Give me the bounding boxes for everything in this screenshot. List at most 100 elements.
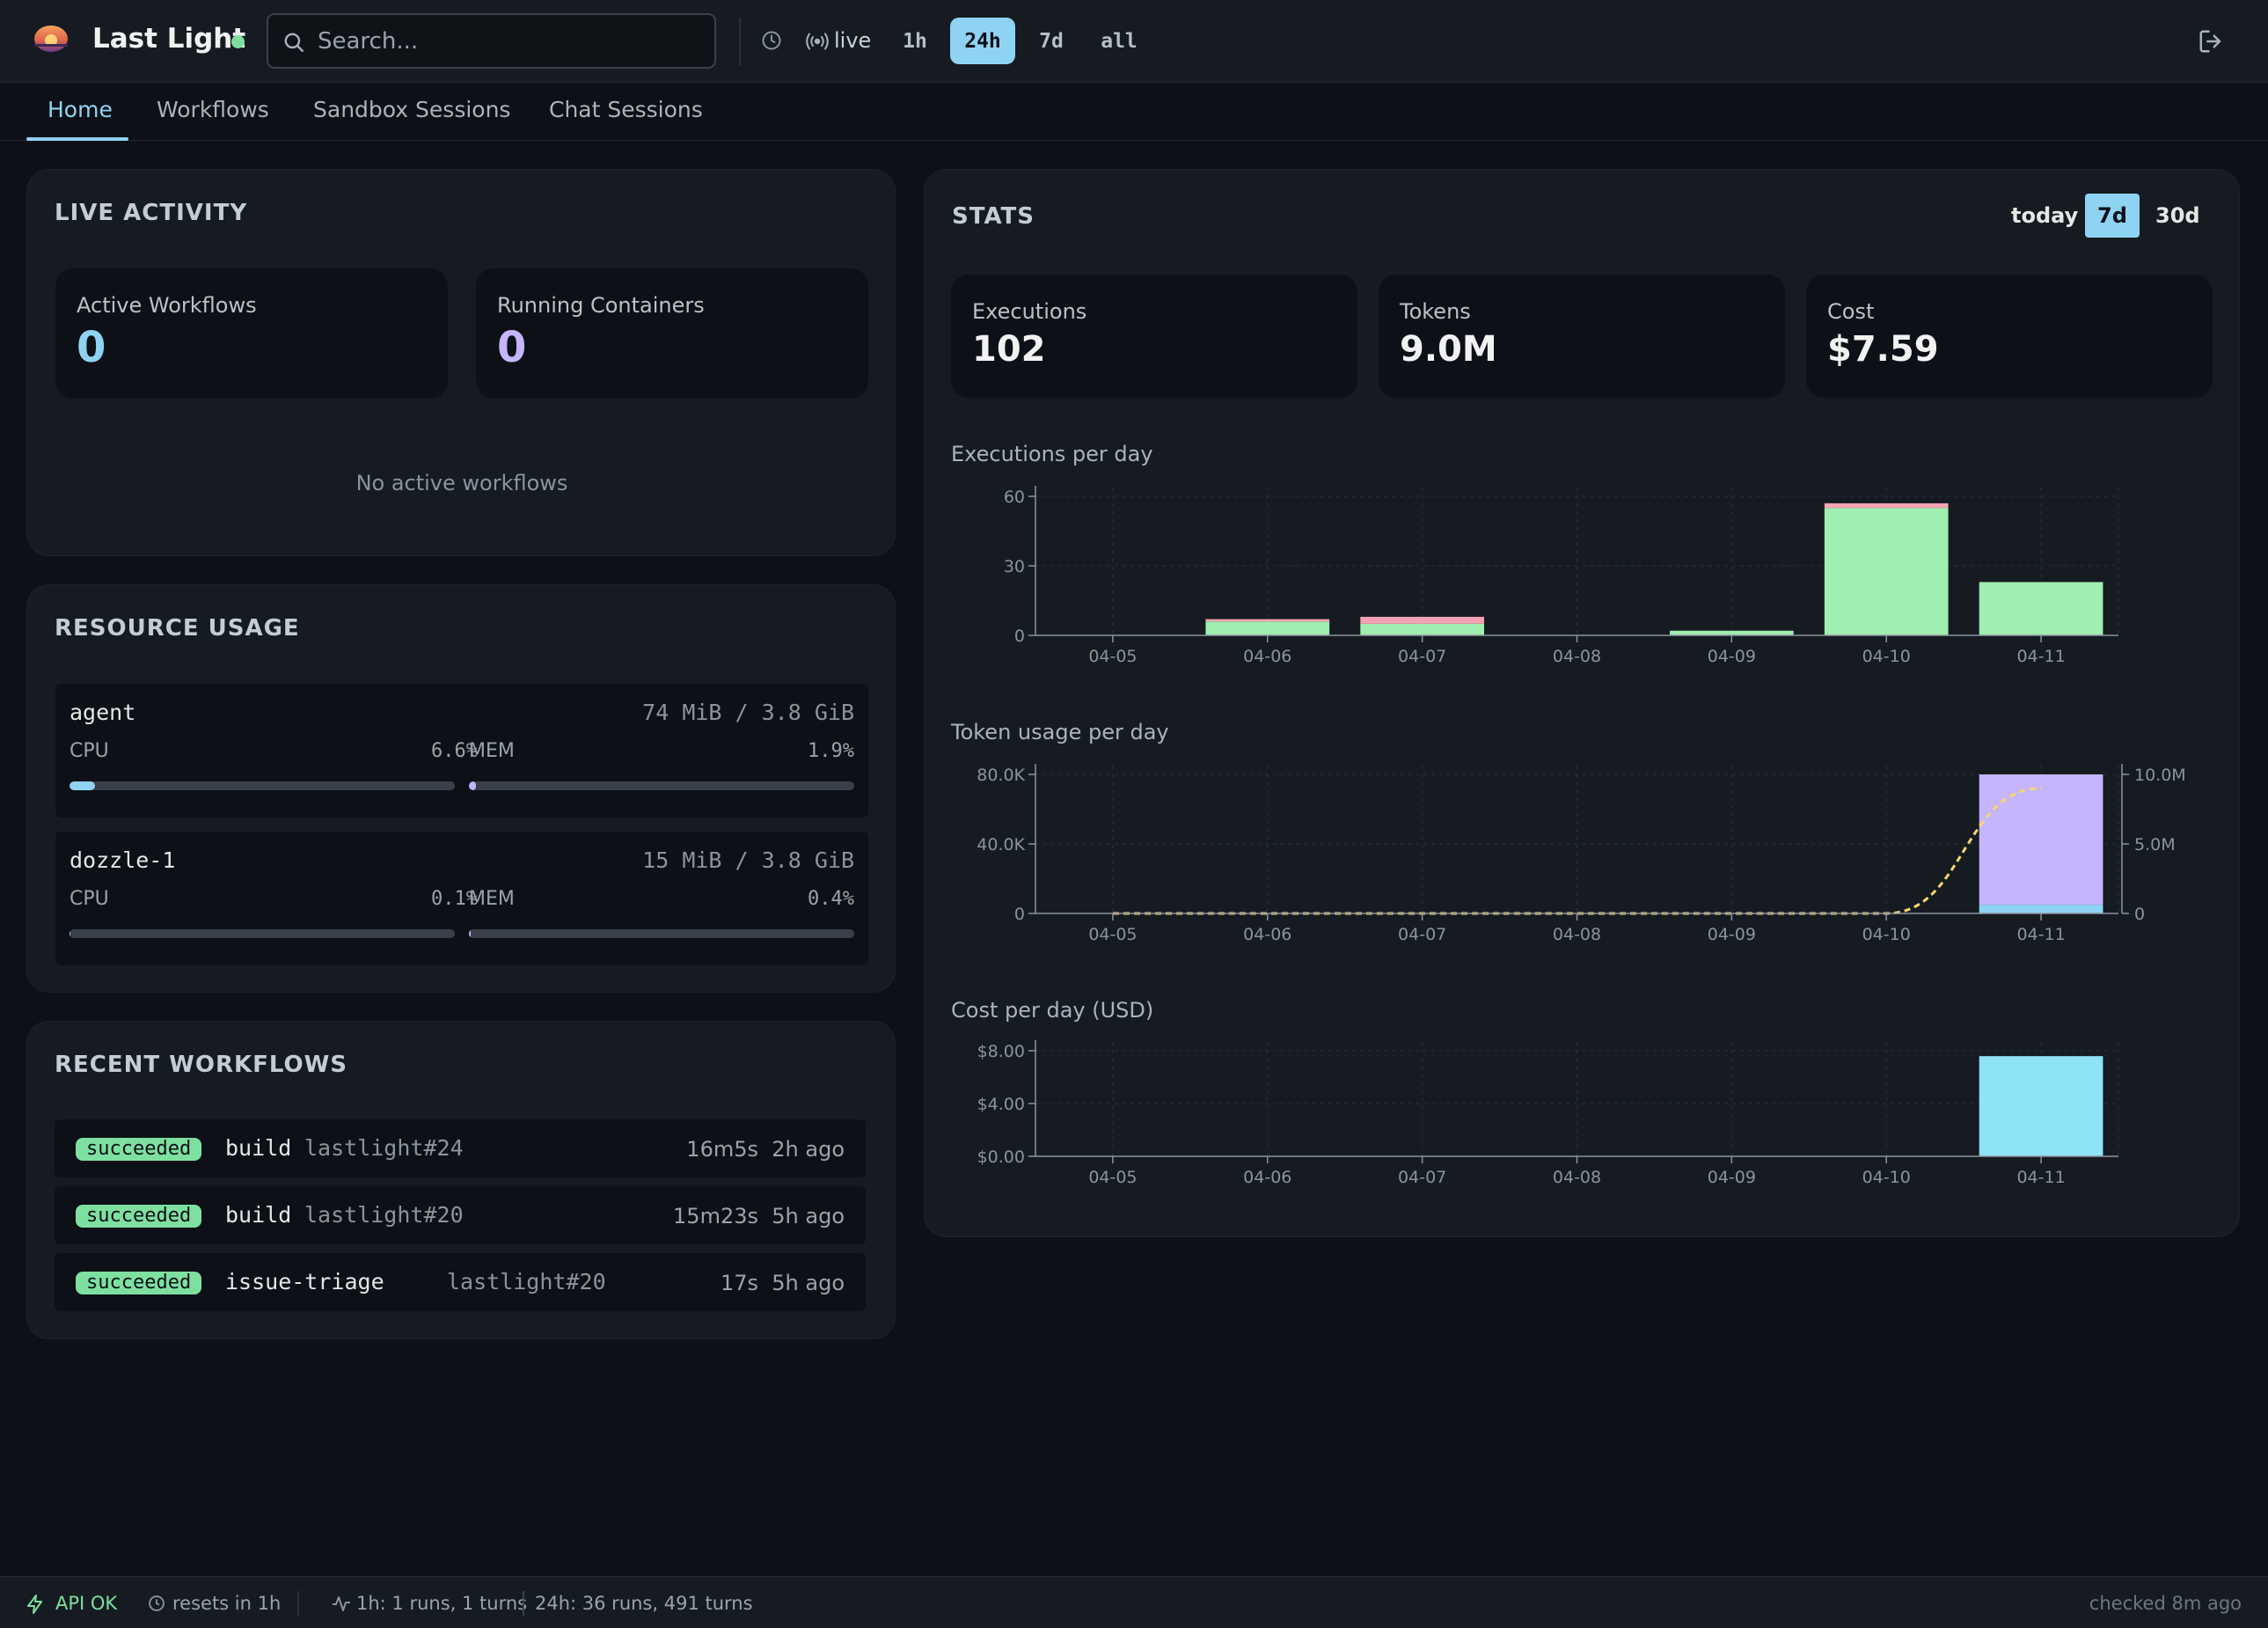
y-tick-label: $8.00 xyxy=(977,1042,1025,1061)
workflow-ago: 2h ago xyxy=(772,1137,845,1162)
live-button[interactable]: live xyxy=(834,28,872,53)
x-tick-label: 04-05 xyxy=(1088,647,1137,666)
x-tick-label: 04-10 xyxy=(1862,647,1911,666)
x-tick-label: 04-11 xyxy=(2016,647,2065,666)
status-badge: succeeded xyxy=(76,1138,202,1161)
live-broadcast-icon[interactable] xyxy=(805,32,830,51)
stats-range-30d[interactable]: 30d xyxy=(2155,203,2200,228)
workflow-ago: 5h ago xyxy=(772,1271,845,1295)
activity-icon xyxy=(333,1596,350,1611)
tab-sandbox-sessions[interactable]: Sandbox Sessions xyxy=(313,97,511,122)
running-containers-label: Running Containers xyxy=(497,293,705,318)
y-tick-label: 30 xyxy=(1004,557,1025,576)
mem-usage-fill xyxy=(469,929,471,938)
live-activity-panel: LIVE ACTIVITY Active Workflows 0 Running… xyxy=(26,169,896,556)
y2-tick-label: 10.0M xyxy=(2134,766,2186,785)
cpu-usage-bar xyxy=(70,781,455,790)
bar[interactable] xyxy=(1824,508,1949,635)
tokens-stat-card: Tokens 9.0M xyxy=(1379,275,1785,398)
workflow-name: issue-triage xyxy=(225,1269,384,1294)
resource-usage-panel: RESOURCE USAGE agent 74 MiB / 3.8 GiB CP… xyxy=(26,584,896,993)
mem-label: MEM xyxy=(469,740,515,762)
workflow-row[interactable]: succeeded build lastlight#24 16m5s 2h ag… xyxy=(55,1119,866,1177)
bar[interactable] xyxy=(1360,616,1484,624)
bar[interactable] xyxy=(1670,630,1794,635)
y-tick-label: 0 xyxy=(1014,905,1025,924)
stat-label: Tokens xyxy=(1400,299,1471,324)
rate-limit-reset: resets in 1h xyxy=(172,1593,282,1614)
x-tick-label: 04-08 xyxy=(1553,925,1601,944)
x-tick-label: 04-07 xyxy=(1398,1168,1446,1187)
stat-value: $7.59 xyxy=(1827,329,1939,370)
bar[interactable] xyxy=(1824,502,1949,509)
cost-per-day-chart: $0.00 $4.00 $8.00 04-05 04-06 04-07 04-08 04-09… xyxy=(977,1040,2119,1187)
divider xyxy=(297,1591,299,1616)
resource-usage-title: RESOURCE USAGE xyxy=(55,615,300,642)
status-badge: succeeded xyxy=(76,1205,202,1228)
stats-range-7d[interactable]: 7d xyxy=(2085,194,2140,238)
cpu-usage-bar xyxy=(70,929,455,938)
bar[interactable] xyxy=(1979,774,2103,906)
active-workflows-label: Active Workflows xyxy=(77,293,257,318)
range-24h-button[interactable]: 24h xyxy=(950,18,1015,64)
workflow-row[interactable]: succeeded issue-triage lastlight#20 17s … xyxy=(55,1253,866,1311)
stat-value: 9.0M xyxy=(1400,329,1497,370)
active-workflows-card: Active Workflows 0 xyxy=(55,268,448,399)
x-tick-label: 04-10 xyxy=(1862,925,1911,944)
workflow-row[interactable]: succeeded build lastlight#20 15m23s 5h a… xyxy=(55,1186,866,1244)
cost-stat-card: Cost $7.59 xyxy=(1806,275,2213,398)
workflow-name: build xyxy=(225,1135,292,1161)
usage-1h: 1h: 1 runs, 1 turns xyxy=(356,1593,528,1614)
bar[interactable] xyxy=(1205,619,1330,622)
logout-icon[interactable] xyxy=(2198,28,2224,55)
mem-label: MEM xyxy=(469,888,515,910)
tab-workflows[interactable]: Workflows xyxy=(157,97,269,122)
stats-range-today[interactable]: today xyxy=(2011,203,2079,228)
divider xyxy=(739,18,741,65)
search-box[interactable] xyxy=(267,13,716,69)
connection-status-dot xyxy=(231,35,245,48)
y2-tick-label: 5.0M xyxy=(2134,835,2176,854)
cpu-percent: 6.6% xyxy=(431,740,478,762)
top-bar: Last Light live 1h 24h 7d all xyxy=(0,0,2268,83)
empty-state-message: No active workflows xyxy=(355,471,568,495)
workflow-ref: lastlight#24 xyxy=(304,1135,464,1161)
nav-tabs: Home Workflows Sandbox Sessions Chat Ses… xyxy=(0,83,2268,141)
last-checked: checked 8m ago xyxy=(2089,1593,2242,1614)
x-tick-label: 04-11 xyxy=(2016,1168,2065,1187)
bar[interactable] xyxy=(1979,905,2103,913)
x-tick-label: 04-08 xyxy=(1553,647,1601,666)
bar[interactable] xyxy=(1979,582,2103,635)
stats-title: STATS xyxy=(952,203,1035,230)
bar[interactable] xyxy=(1360,623,1484,635)
token-usage-per-day-chart: 0 5.0M 10.0M 0 40.0K 80.0K 04-05 04-06 04-07 04-0… xyxy=(977,764,2186,944)
clock-icon xyxy=(762,31,781,50)
range-all-button[interactable]: all xyxy=(1101,29,1138,53)
workflow-name: build xyxy=(225,1202,292,1228)
range-1h-button[interactable]: 1h xyxy=(903,29,927,53)
x-tick-label: 04-06 xyxy=(1243,1168,1291,1187)
lightning-icon xyxy=(27,1595,42,1614)
mem-usage-bar xyxy=(469,929,854,938)
x-tick-label: 04-07 xyxy=(1398,647,1446,666)
x-tick-label: 04-06 xyxy=(1243,647,1291,666)
tab-chat-sessions[interactable]: Chat Sessions xyxy=(549,97,703,122)
running-containers-card: Running Containers 0 xyxy=(476,268,868,399)
search-input[interactable] xyxy=(318,22,696,61)
executions-chart-title: Executions per day xyxy=(951,442,1153,466)
bar[interactable] xyxy=(1205,621,1330,635)
active-workflows-value: 0 xyxy=(77,323,106,372)
workflow-ref: lastlight#20 xyxy=(447,1269,606,1294)
mem-percent: 0.4% xyxy=(808,888,854,910)
mem-usage-bar xyxy=(469,781,854,790)
cpu-label: CPU xyxy=(70,740,109,762)
bar[interactable] xyxy=(1979,1056,2103,1156)
y-tick-label: 0 xyxy=(1014,627,1025,646)
y-tick-label: $0.00 xyxy=(977,1148,1025,1167)
y-tick-label: 40.0K xyxy=(977,835,1025,854)
range-7d-button[interactable]: 7d xyxy=(1039,29,1064,53)
container-name: agent xyxy=(70,700,136,725)
workflow-duration: 16m5s xyxy=(686,1137,758,1162)
tab-home[interactable]: Home xyxy=(48,97,113,122)
logo-icon xyxy=(34,26,68,52)
